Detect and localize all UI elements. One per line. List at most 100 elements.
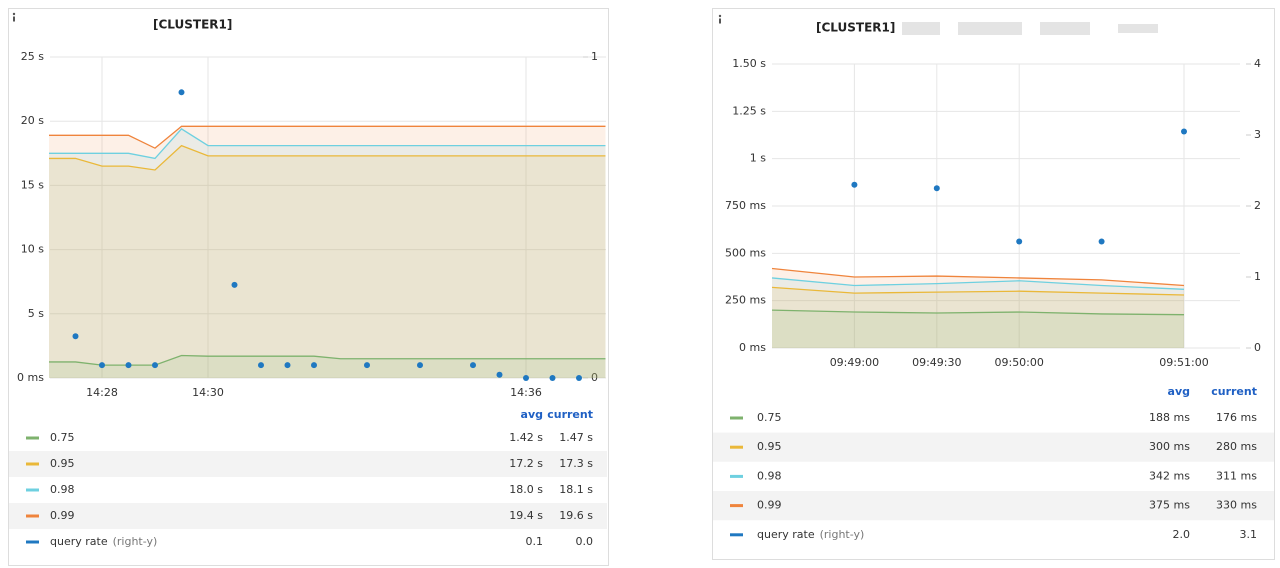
legend-label: query rate [50,535,108,548]
y-tick-label: 500 ms [725,246,766,259]
area [772,287,1184,348]
legend-current: 176 ms [1216,411,1257,424]
y-tick-label: 25 s [21,50,44,63]
point [496,371,503,378]
point [1098,238,1105,245]
y2-tick-label: 1 [1254,270,1261,283]
redaction [902,22,1158,35]
legend-avg: 2.0 [1173,528,1191,541]
line [771,267,1185,287]
legend-avg: 300 ms [1149,440,1190,453]
y-tick-label: 750 ms [725,199,766,212]
legend-current: 18.1 s [559,483,593,496]
legend-row-bg [713,432,1274,462]
y2-tick-label: 0 [591,371,598,384]
point [1016,238,1023,245]
legend-avg: 19.4 s [509,509,543,522]
legend-row-bg [9,451,607,477]
legend-label: 0.98 [757,469,782,482]
x-tick-label: 14:30 [192,386,224,399]
legend-avg: 17.2 s [509,457,543,470]
line [771,286,1185,296]
legend-header: avg [521,408,543,421]
legend-label: 0.99 [50,509,75,522]
point [576,375,582,381]
point [851,181,858,188]
y2-tick-label: 4 [1254,57,1261,70]
line [49,144,606,171]
legend-header: current [547,408,593,421]
y-tick-label: 0 ms [739,341,766,354]
legend-avg: 188 ms [1149,411,1190,424]
legend-label: 0.95 [757,440,782,453]
line [49,128,606,160]
legend-current: 3.1 [1240,528,1258,541]
point [364,362,370,369]
legend-current: 330 ms [1216,499,1257,512]
x-tick-label: 09:49:30 [912,356,961,369]
y-tick-label: 1 s [750,152,766,165]
point [417,362,423,369]
y2-tick-label: 0 [1254,341,1261,354]
y-tick-label: 250 ms [725,294,766,307]
area [49,126,606,378]
x-tick-label: 09:51:00 [1159,356,1208,369]
legend-label: 0.75 [757,411,782,424]
y-tick-label: 1.50 s [732,57,766,70]
point [258,362,264,369]
point [178,89,185,96]
info-icon [12,12,16,22]
point [933,185,940,192]
legend-avg: 0.1 [526,535,544,548]
y-tick-label: 5 s [28,307,44,320]
x-tick-label: 14:28 [86,386,118,399]
legend-label: 0.99 [757,499,782,512]
legend-note: (right-y) [113,535,158,548]
legend-current: 19.6 s [559,509,593,522]
panel-frame [712,8,1275,560]
legend-avg: 342 ms [1149,469,1190,482]
legend-current: 17.3 s [559,457,593,470]
point [152,362,158,369]
legend-row-bg [9,503,607,529]
y2-tick-label: 2 [1254,199,1261,212]
legend-row-bg [713,491,1274,521]
line [771,309,1185,316]
legend-current: 0.0 [576,535,594,548]
info-icon [718,14,722,24]
area [772,310,1184,348]
legend-current: 1.47 s [559,431,593,444]
line [49,354,606,366]
y2-tick-label: 1 [591,50,598,63]
legend-avg: 18.0 s [509,483,543,496]
legend-label: query rate [757,528,815,541]
title: [CLUSTER1] [153,18,232,32]
area [772,268,1184,348]
legend-label: 0.98 [50,483,75,496]
legend-current: 311 ms [1216,469,1257,482]
y-tick-label: 20 s [21,114,44,127]
legend-header: current [1211,385,1257,398]
legend-note: (right-y) [820,528,865,541]
point [470,362,476,369]
legend-label: 0.75 [50,431,75,444]
point [549,375,556,381]
line [771,277,1185,290]
y-tick-label: 10 s [21,243,44,256]
y-tick-label: 15 s [21,178,44,191]
y2-tick-label: 3 [1254,128,1261,141]
area [49,355,606,378]
area [49,145,606,378]
point [284,362,291,369]
title: [CLUSTER1] [816,21,895,35]
legend-current: 280 ms [1216,440,1257,453]
x-tick-label: 14:36 [510,386,542,399]
x-tick-label: 09:49:00 [830,356,879,369]
y-tick-label: 0 ms [17,371,44,384]
y-tick-label: 1.25 s [732,104,766,117]
area [49,128,606,378]
x-tick-label: 09:50:00 [994,356,1043,369]
point [523,375,529,381]
